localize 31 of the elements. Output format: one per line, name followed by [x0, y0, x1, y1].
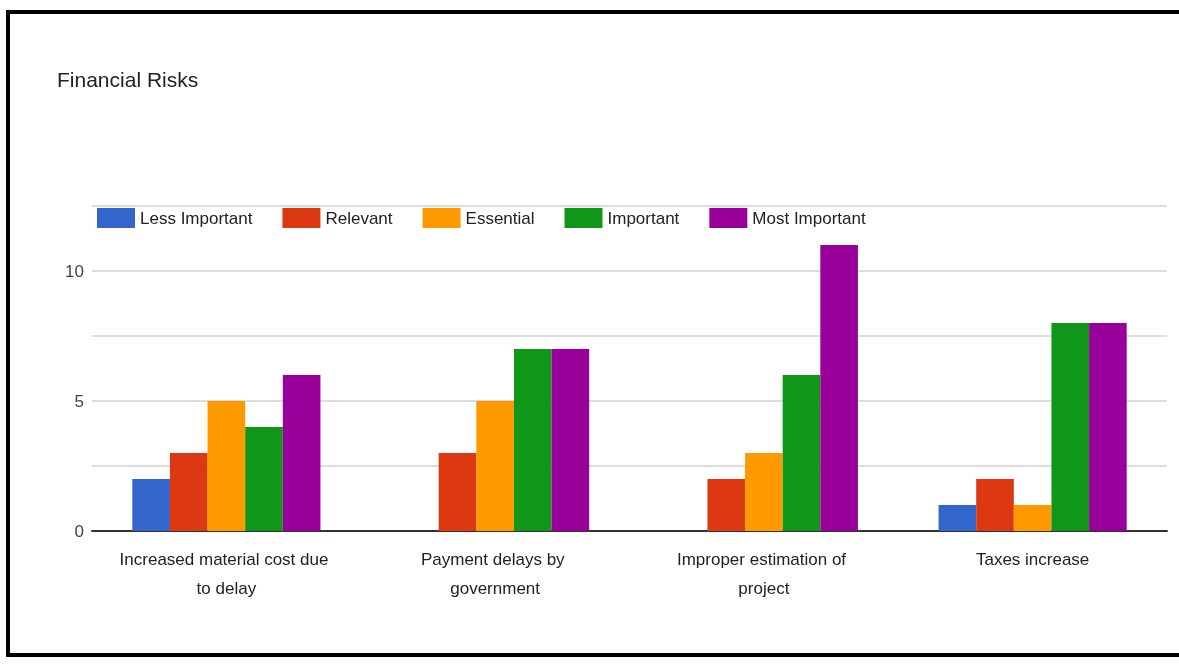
- bar: [207, 401, 246, 531]
- bar: [438, 453, 477, 531]
- bar: [476, 401, 514, 531]
- bar: [1051, 323, 1090, 531]
- bar: [551, 349, 590, 531]
- bar: [282, 375, 321, 531]
- bar: [513, 349, 552, 531]
- y-tick-label: 5: [74, 391, 84, 411]
- legend-label: Important: [607, 208, 680, 228]
- legend-label: Essential: [465, 208, 535, 228]
- legend-label: Less Important: [140, 208, 253, 228]
- bar: [1089, 323, 1127, 531]
- chart-title: Financial Risks: [57, 68, 199, 91]
- x-tick-label: Improper estimation of project: [676, 550, 851, 598]
- bar: [707, 479, 746, 531]
- bar: [938, 505, 977, 531]
- y-tick-label: 0: [74, 521, 84, 541]
- x-tick-label: Increased material cost due to delay: [119, 550, 334, 598]
- bar: [820, 245, 858, 531]
- bar: [976, 479, 1014, 531]
- x-tick-label: Taxes increase: [975, 550, 1090, 569]
- x-tick-label: Payment delays by government: [420, 550, 570, 598]
- bar: [245, 427, 283, 531]
- legend-label: Most Important: [752, 208, 866, 228]
- y-tick-label: 10: [65, 261, 84, 281]
- bar: [782, 375, 821, 531]
- bar: [169, 453, 208, 531]
- bar: [745, 453, 783, 531]
- legend-label: Relevant: [325, 208, 393, 228]
- bar: [132, 479, 170, 531]
- bar: [1013, 505, 1052, 531]
